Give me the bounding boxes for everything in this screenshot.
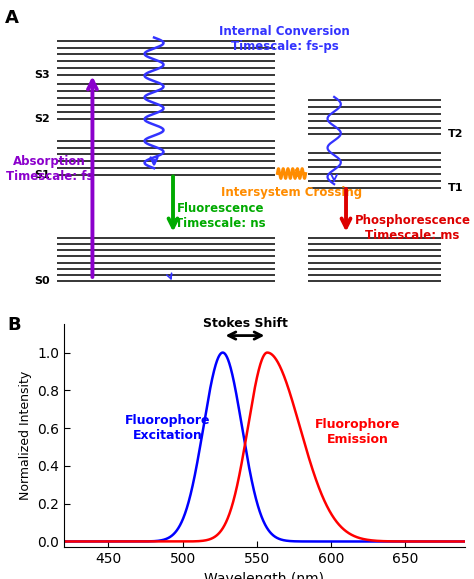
Text: Internal Conversion
Timescale: fs-ps: Internal Conversion Timescale: fs-ps [219, 25, 350, 53]
Text: Stokes Shift: Stokes Shift [202, 317, 287, 330]
Text: Absorption
Timescale: fs: Absorption Timescale: fs [6, 155, 93, 183]
Text: T2: T2 [448, 130, 464, 140]
Text: Fluorophore
Emission: Fluorophore Emission [315, 418, 401, 446]
Text: S1: S1 [34, 170, 50, 180]
Text: Phosphorescence
Timescale: ms: Phosphorescence Timescale: ms [355, 214, 470, 242]
Text: Intersystem Crossing: Intersystem Crossing [221, 186, 362, 199]
X-axis label: Wavelength (nm): Wavelength (nm) [204, 571, 324, 579]
Text: Fluorophore
Excitation: Fluorophore Excitation [125, 414, 210, 442]
Text: B: B [7, 316, 21, 334]
Text: S0: S0 [34, 276, 50, 287]
Y-axis label: Normalized Intensity: Normalized Intensity [18, 371, 32, 500]
Text: Fluorescence
Timescale: ns: Fluorescence Timescale: ns [175, 201, 266, 230]
Text: A: A [5, 9, 18, 27]
Text: T1: T1 [448, 182, 464, 193]
Text: S2: S2 [34, 114, 50, 124]
Text: S3: S3 [34, 70, 50, 80]
